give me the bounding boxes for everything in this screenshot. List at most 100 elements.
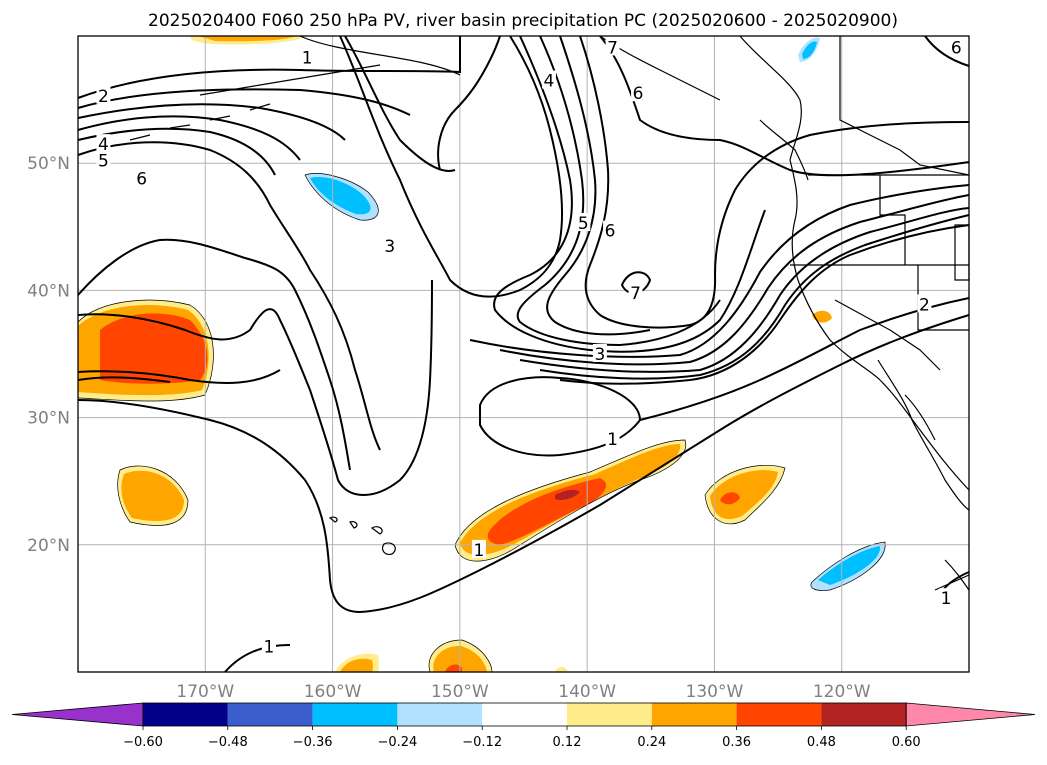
colorbar-tick-label: 0.36 bbox=[722, 735, 751, 750]
contour-label-bg bbox=[605, 429, 620, 448]
pv-contour-line bbox=[77, 127, 276, 176]
contour-label-bg bbox=[631, 83, 646, 102]
pv-contour-line bbox=[77, 314, 970, 614]
coastline bbox=[944, 559, 970, 591]
pv-contour-line bbox=[77, 279, 433, 496]
contour-label-bg bbox=[471, 539, 486, 558]
contour-label-bg bbox=[603, 220, 618, 239]
pv-contour-line bbox=[539, 214, 970, 380]
lon-tick-label: 170°W bbox=[176, 682, 234, 702]
pv-contour-line bbox=[559, 224, 970, 385]
contour-label-bg bbox=[576, 212, 591, 231]
contour-label: 1 bbox=[302, 49, 313, 69]
pv-contour-line bbox=[77, 141, 381, 451]
pv-contour-line bbox=[579, 35, 970, 329]
contour-label: 1 bbox=[607, 430, 618, 450]
lat-tick-label: 40°N bbox=[27, 281, 70, 301]
coastline bbox=[328, 516, 396, 555]
contour-label-bg bbox=[592, 344, 607, 362]
contour-label-bg bbox=[300, 47, 315, 66]
colorbar-segment bbox=[567, 703, 652, 726]
contour-label: 5 bbox=[98, 152, 109, 172]
contour-label: 3 bbox=[384, 237, 395, 257]
contour-label: 4 bbox=[98, 135, 109, 155]
precip-fill-region bbox=[121, 470, 184, 521]
precip-fill-outline bbox=[810, 541, 886, 591]
lat-tick-label: 30°N bbox=[27, 409, 70, 429]
lon-tick-label: 160°W bbox=[304, 682, 362, 702]
map-frame bbox=[77, 35, 970, 673]
precip-fill-region bbox=[710, 470, 778, 520]
precip-fill-region bbox=[802, 41, 817, 59]
colorbar-extend-high bbox=[905, 702, 1036, 727]
chart-title: 2025020400 F060 250 hPa PV, river basin … bbox=[148, 11, 898, 31]
pv-contour-line bbox=[77, 88, 411, 116]
coastline bbox=[904, 394, 936, 441]
colorbar-tick-label: −0.24 bbox=[377, 735, 417, 750]
precip-fill-outline bbox=[704, 464, 786, 525]
colorbar-extend-low bbox=[11, 702, 144, 727]
colorbar-segment bbox=[482, 703, 567, 726]
precip-fill-outline bbox=[77, 299, 214, 402]
pv-contour-line bbox=[516, 35, 721, 347]
contour-label: 7 bbox=[607, 38, 618, 58]
pv-contour-line bbox=[437, 35, 501, 171]
precip-fill-outline bbox=[428, 639, 493, 673]
precip-fill-outline bbox=[117, 465, 189, 526]
precip-fill-region bbox=[340, 658, 373, 672]
precip-fill-region bbox=[445, 664, 462, 672]
contour-label: 6 bbox=[633, 84, 644, 104]
colorbar: −0.60 −0.48 −0.36 −0.24 −0.12 0.12 0.24 0.36 0.4… bbox=[11, 702, 1036, 750]
contour-label: 5 bbox=[578, 214, 589, 234]
contour-label: 7 bbox=[630, 284, 641, 304]
colorbar-segment bbox=[312, 703, 398, 726]
pv-contour-line bbox=[924, 35, 970, 67]
contour-label-bg bbox=[628, 282, 643, 301]
precip-fill-region bbox=[100, 313, 208, 384]
contour-label-bg bbox=[382, 235, 397, 254]
coastline bbox=[839, 36, 970, 176]
colorbar-frame bbox=[142, 702, 907, 727]
colorbar-tick-label: 0.24 bbox=[637, 735, 666, 750]
contour-label-bg bbox=[96, 150, 111, 169]
lat-tick-label: 50°N bbox=[27, 154, 70, 174]
pv-contour-line bbox=[224, 644, 291, 673]
contour-label-bg bbox=[96, 85, 111, 104]
pv-contour-line bbox=[499, 194, 970, 366]
coastline bbox=[877, 359, 970, 511]
contour-label: 1 bbox=[941, 589, 952, 609]
contour-label-bg bbox=[96, 134, 111, 153]
colorbar-tick-label: 0.12 bbox=[553, 735, 582, 750]
gridlines bbox=[78, 36, 969, 672]
pv-contour-line bbox=[77, 115, 301, 161]
coastline bbox=[834, 299, 941, 371]
coastline bbox=[917, 265, 969, 331]
lon-tick-label: 130°W bbox=[686, 682, 744, 702]
colorbar-tick-label: 0.48 bbox=[807, 735, 836, 750]
contour-label: 2 bbox=[98, 87, 109, 107]
lat-tick-label: 20°N bbox=[27, 536, 70, 556]
contour-label-bg bbox=[949, 37, 964, 56]
lon-tick-label: 120°W bbox=[813, 682, 871, 702]
contour-label: 4 bbox=[544, 72, 555, 92]
contour-label-bg bbox=[917, 294, 932, 313]
contour-label: 3 bbox=[594, 345, 605, 365]
precip-fill-region bbox=[310, 176, 371, 215]
colorbar-segment bbox=[227, 703, 313, 726]
colorbar-tick-label: −0.48 bbox=[208, 735, 248, 750]
precip-fill-region bbox=[555, 666, 568, 672]
contour-label-bg bbox=[541, 70, 556, 89]
contour-label-bg bbox=[939, 588, 954, 607]
pv-contour-line bbox=[77, 36, 461, 99]
precip-fill-outline bbox=[454, 439, 687, 562]
colorbar-segment bbox=[143, 703, 228, 726]
longitude-labels: 170°W 160°W 150°W 140°W 130°W 120°W bbox=[176, 682, 870, 702]
lon-tick-label: 140°W bbox=[558, 682, 616, 702]
coastline bbox=[879, 175, 906, 265]
contour-label: 6 bbox=[951, 38, 962, 58]
colorbar-tick-label: −0.12 bbox=[462, 735, 502, 750]
pv-contour-line bbox=[77, 369, 281, 384]
